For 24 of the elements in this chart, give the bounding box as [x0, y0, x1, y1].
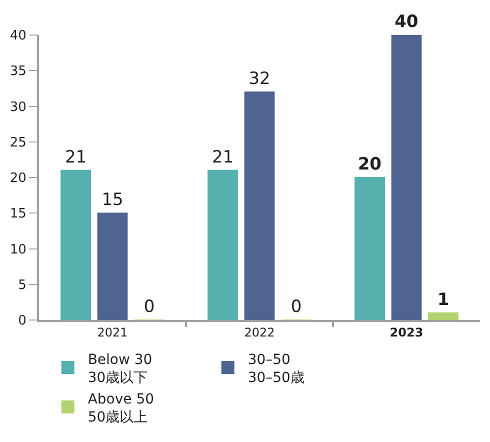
data-label: 0 — [290, 297, 302, 317]
y-tick-label: 10 — [10, 242, 26, 258]
x-tick-label: 2022 — [244, 325, 275, 340]
y-tick-label: 25 — [10, 135, 26, 150]
y-tick-label: 5 — [18, 278, 26, 293]
y-tick-label: 0 — [18, 314, 26, 329]
data-label: 40 — [394, 12, 418, 32]
data-label: 21 — [64, 147, 87, 168]
x-tick-label: 2021 — [97, 325, 128, 340]
data-label: 32 — [248, 69, 270, 89]
data-label: 20 — [358, 154, 382, 174]
data-label: 0 — [144, 297, 155, 317]
x-tick-label: 2023 — [390, 325, 424, 340]
y-tick-label: 40 — [10, 28, 26, 44]
y-tick-label: 20 — [10, 171, 26, 186]
legend-label: 30–50 30–50歳 — [248, 352, 304, 386]
data-label: 1 — [437, 290, 450, 310]
y-tick-label: 30 — [10, 100, 26, 115]
data-label: 15 — [102, 190, 124, 210]
data-label: 21 — [212, 147, 234, 168]
legend-label: Below 30 30歳以下 — [88, 352, 152, 386]
y-tick-label: 35 — [10, 64, 26, 80]
legend-label: Above 50 50歳以上 — [88, 391, 154, 426]
y-tick-label: 15 — [10, 206, 26, 222]
